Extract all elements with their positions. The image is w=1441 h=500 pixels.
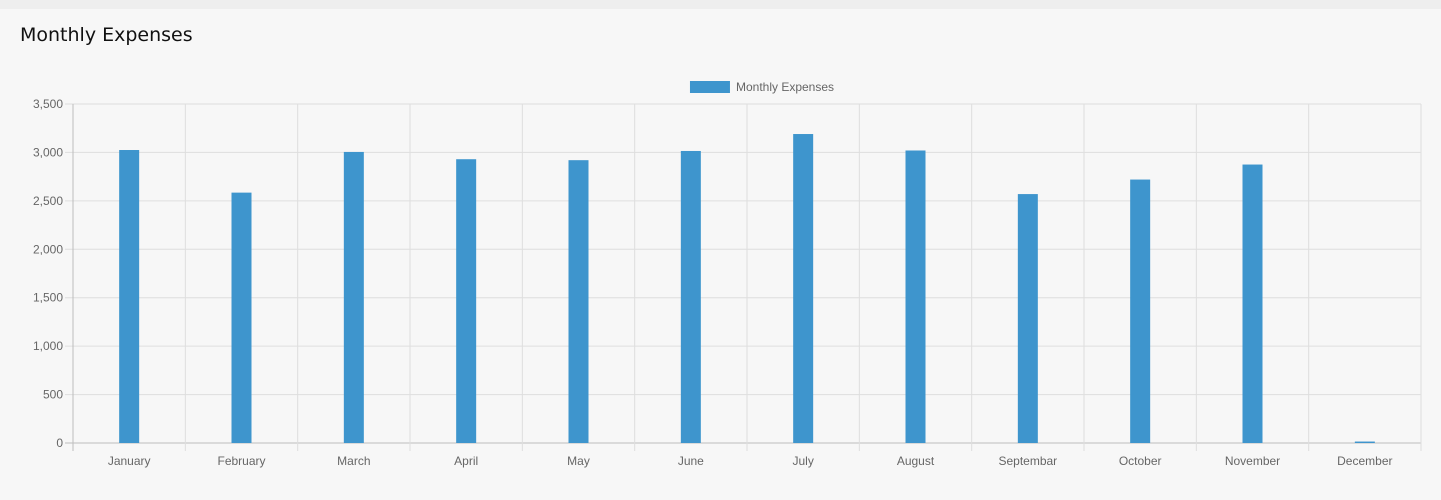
x-tick-label: June	[678, 454, 704, 468]
x-axis-ticks: January February March April May June July Augu…	[108, 454, 1393, 468]
y-tick-label: 0	[56, 436, 63, 450]
bar-march[interactable]	[343, 151, 364, 444]
x-tick-label: October	[1119, 454, 1162, 468]
legend-label: Monthly Expenses	[736, 80, 834, 94]
x-tick-label: Septembar	[998, 454, 1057, 468]
x-tick-label: November	[1225, 454, 1280, 468]
bar-october[interactable]	[1130, 179, 1151, 443]
y-tick-label: 2,500	[33, 194, 63, 208]
bar-august[interactable]	[905, 150, 926, 443]
bar-june[interactable]	[680, 150, 701, 443]
bar-december[interactable]	[1354, 441, 1375, 443]
legend[interactable]: Monthly Expenses	[689, 80, 834, 94]
y-tick-label: 3,500	[33, 97, 63, 111]
x-tick-label: April	[454, 454, 478, 468]
x-tick-label: December	[1337, 454, 1392, 468]
x-tick-label: February	[217, 454, 265, 468]
bar-february[interactable]	[231, 192, 252, 443]
card-title: Monthly Expenses	[20, 24, 193, 46]
x-tick-label: May	[567, 454, 590, 468]
bar-may[interactable]	[568, 160, 589, 444]
y-tick-label: 1,000	[33, 339, 63, 353]
x-tick-label: March	[337, 454, 370, 468]
grid-lines	[65, 103, 1422, 451]
bar-septembar[interactable]	[1017, 194, 1038, 443]
bar-july[interactable]	[793, 134, 814, 444]
y-tick-label: 500	[43, 388, 63, 402]
y-tick-label: 3,000	[33, 145, 63, 159]
legend-swatch	[689, 81, 730, 93]
y-axis-ticks: 0 500 1,000 1,500 2,000 2,500 3,000 3,500	[33, 97, 63, 450]
y-tick-label: 2,000	[33, 242, 63, 256]
y-tick-label: 1,500	[33, 291, 63, 305]
monthly-expenses-bar-chart: 0 500 1,000 1,500 2,000 2,500 3,000 3,500 Janua…	[33, 80, 1422, 468]
bar-january[interactable]	[119, 150, 140, 443]
bar-series	[119, 134, 1375, 444]
bar-april[interactable]	[456, 159, 477, 444]
x-tick-label: January	[108, 454, 151, 468]
x-tick-label: August	[897, 454, 935, 468]
x-tick-label: July	[792, 454, 813, 468]
bar-november[interactable]	[1242, 164, 1263, 444]
chart-card: Monthly Expenses 0 500 1,000 1,500 2,000 2,50…	[0, 9, 1441, 500]
